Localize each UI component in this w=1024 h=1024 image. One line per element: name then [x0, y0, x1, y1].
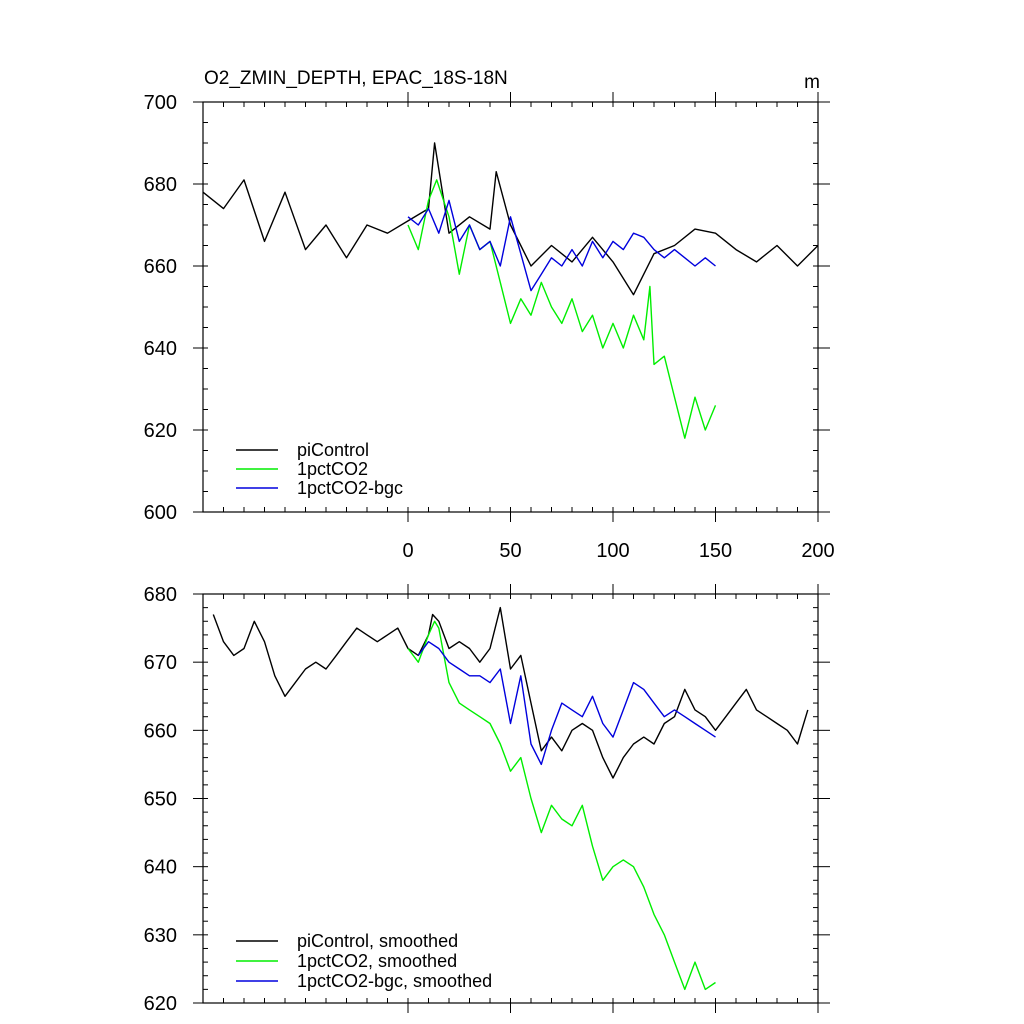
- bottom-legend-label-2: 1pctCO2-bgc, smoothed: [297, 971, 492, 991]
- bottom-y-tick-label: 680: [144, 584, 177, 606]
- bottom-y-tick-label: 670: [144, 652, 177, 674]
- bottom-plot-frame: [202, 593, 819, 1004]
- bottom-panel: 620 630 640 650 660 670 680 piControl, smoothe…: [144, 584, 830, 1015]
- unit-label: m: [804, 72, 820, 93]
- top-panel: O2_ZMIN_DEPTH, EPAC_18S-18N m 0 50 100 150 2…: [144, 68, 835, 562]
- top-x-tick-label: 150: [699, 540, 732, 562]
- top-series-line-1: [407, 179, 717, 439]
- top-y-tick-label: 620: [144, 420, 177, 442]
- top-x-tick-label: 200: [801, 540, 834, 562]
- top-series-line-2: [407, 199, 716, 292]
- bottom-legend-label-1: 1pctCO2, smoothed: [297, 951, 457, 971]
- bottom-y-tick-label: 640: [144, 857, 177, 879]
- bottom-y-tick-label: 660: [144, 720, 177, 742]
- top-y-tick-label: 640: [144, 338, 177, 360]
- top-y-tick-label: 700: [144, 92, 177, 114]
- top-x-tick-label: 100: [596, 540, 629, 562]
- bottom-series-line-1: [407, 620, 716, 991]
- bottom-series-line-2: [417, 641, 716, 766]
- bottom-legend-label-0: piControl, smoothed: [297, 931, 458, 951]
- bottom-y-tick-label: 620: [144, 993, 177, 1015]
- top-legend-label-1: 1pctCO2: [297, 459, 368, 479]
- top-y-tick-label: 600: [144, 502, 177, 524]
- top-plot-frame: [202, 101, 819, 513]
- top-legend-label-2: 1pctCO2-bgc: [297, 478, 403, 498]
- top-y-tick-label: 660: [144, 256, 177, 278]
- top-y-tick-label: 680: [144, 174, 177, 196]
- top-series-line-0: [202, 142, 819, 296]
- top-x-tick-label: 0: [402, 540, 413, 562]
- bottom-y-tick-label: 650: [144, 789, 177, 811]
- bottom-series-line-0: [212, 606, 809, 779]
- top-x-tick-label: 50: [499, 540, 521, 562]
- top-legend-label-0: piControl: [297, 440, 369, 460]
- chart-title: O2_ZMIN_DEPTH, EPAC_18S-18N: [204, 68, 508, 89]
- bottom-y-tick-label: 630: [144, 925, 177, 947]
